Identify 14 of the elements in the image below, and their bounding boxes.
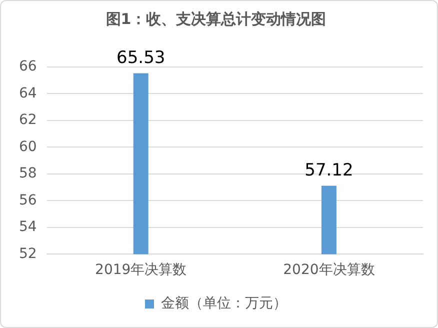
x-tick-label: 2019年决算数 — [95, 262, 187, 278]
y-tick-label: 66 — [18, 58, 37, 75]
data-label: 65.53 — [116, 48, 166, 68]
y-tick-label: 56 — [18, 192, 37, 208]
x-tick-label: 2020年决算数 — [283, 262, 375, 278]
y-tick-label: 54 — [18, 219, 37, 236]
y-tick-label: 64 — [18, 85, 37, 102]
chart-title: 图1：收、支决算总计变动情况图 — [106, 10, 326, 28]
data-label: 57.12 — [304, 160, 354, 181]
y-tick-label: 52 — [18, 246, 37, 262]
y-tick-label: 62 — [18, 112, 37, 128]
legend-label: 金额（单位：万元） — [161, 296, 287, 312]
y-tick-label: 58 — [18, 166, 37, 182]
y-tick-label: 60 — [18, 138, 37, 155]
